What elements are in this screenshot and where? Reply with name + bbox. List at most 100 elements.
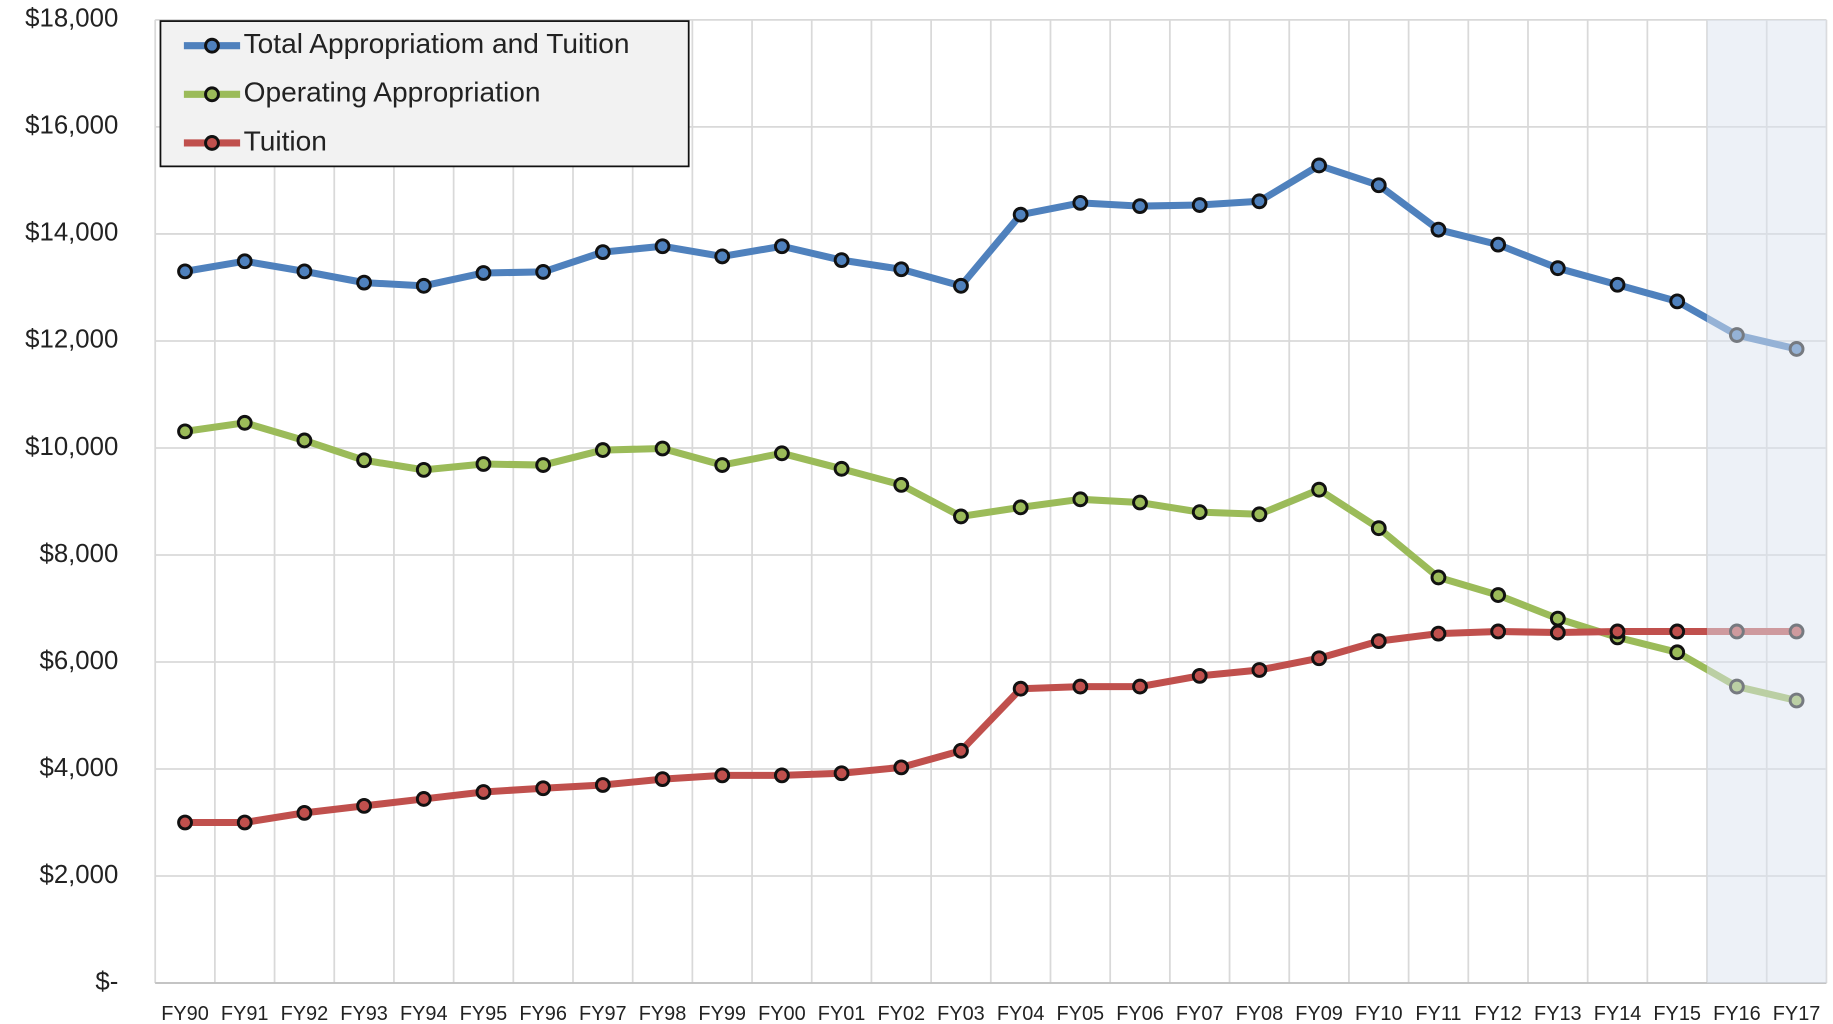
point [1012,499,1029,516]
x-tick-label: FY11 [1415,1003,1461,1024]
point [1132,198,1148,215]
point [1012,680,1029,697]
point [356,797,372,814]
point [773,767,790,784]
point [654,440,671,457]
point [1012,206,1029,223]
legend-label: Total Appropriatiom and Tuition [244,28,630,59]
point [475,265,492,281]
point [535,264,552,280]
point [833,460,850,477]
point [1430,569,1447,586]
point [1669,623,1686,640]
y-tick-label: $8,000 [39,540,118,568]
x-tick-label: FY10 [1355,1003,1403,1024]
x-tick-label: FY06 [1116,1003,1164,1024]
x-tick-label: FY13 [1534,1003,1582,1024]
point [475,784,492,800]
point [1490,623,1507,640]
shaded-region [1707,19,1827,983]
point [1430,221,1447,238]
point [1251,662,1268,678]
point [1072,194,1089,211]
legend: Total Appropriatiom and Tuition Operating… [159,20,690,168]
x-tick-label: FY98 [639,1003,687,1024]
point [714,767,731,784]
y-tick-label: $2,000 [39,861,118,889]
legend-marker [204,135,220,151]
point [773,445,790,462]
y-tick-label: $6,000 [39,647,118,675]
point [1370,177,1387,194]
x-tick-label: FY17 [1773,1003,1821,1024]
y-tick-label: $12,000 [25,326,118,354]
x-tick-label: FY96 [519,1003,567,1024]
point [893,476,910,493]
point [177,814,193,831]
point [356,274,372,291]
point [1430,625,1447,642]
legend-marker [204,37,220,54]
legend-box [159,20,690,168]
y-tick-label: $16,000 [25,112,118,140]
x-tick-label: FY12 [1474,1003,1522,1024]
point [415,461,432,478]
point [177,423,193,440]
point [953,508,969,525]
point [1549,610,1566,627]
y-tick-label: $10,000 [25,433,118,461]
point [1609,623,1626,640]
x-tick-label: FY00 [758,1003,806,1024]
point [1072,491,1089,508]
point [296,263,313,280]
x-tick-label: FY16 [1713,1003,1761,1024]
x-tick-label: FY07 [1176,1003,1224,1024]
point [1370,633,1387,650]
y-tick-label: $14,000 [25,219,118,247]
point [1669,644,1686,661]
point [535,780,552,797]
point [236,253,253,270]
point [1490,587,1507,603]
point [296,804,313,821]
point [714,248,731,265]
x-tick-label: FY95 [460,1003,508,1024]
point [1490,236,1507,253]
x-tick-label: FY90 [161,1003,209,1024]
x-tick-label: FY97 [579,1003,627,1024]
x-tick-label: FY09 [1295,1003,1343,1024]
x-tick-label: FY91 [221,1003,269,1024]
point [594,777,611,793]
x-tick-label: FY01 [818,1003,866,1024]
point [1191,197,1208,213]
series-line [184,161,1798,353]
point [415,277,432,294]
x-tick-label: FY08 [1236,1003,1284,1024]
point [1669,293,1686,310]
point [535,457,552,473]
x-tick-label: FY99 [698,1003,746,1024]
legend-label: Tuition [244,125,327,156]
point [953,277,969,294]
point [833,765,850,782]
point [1251,506,1268,523]
point [893,759,910,776]
point [893,261,910,278]
x-tick-label: FY93 [340,1003,388,1024]
point [1132,494,1148,511]
x-tick-label: FY94 [400,1003,448,1024]
point [236,814,253,831]
point [594,244,611,261]
point [356,452,372,469]
x-tick-label: FY14 [1594,1003,1642,1024]
point [833,252,850,269]
point [1549,624,1566,641]
point [1370,520,1387,537]
point [654,238,671,255]
point [1132,678,1148,695]
point [1191,504,1208,521]
point [1311,157,1327,174]
point [1311,650,1327,667]
